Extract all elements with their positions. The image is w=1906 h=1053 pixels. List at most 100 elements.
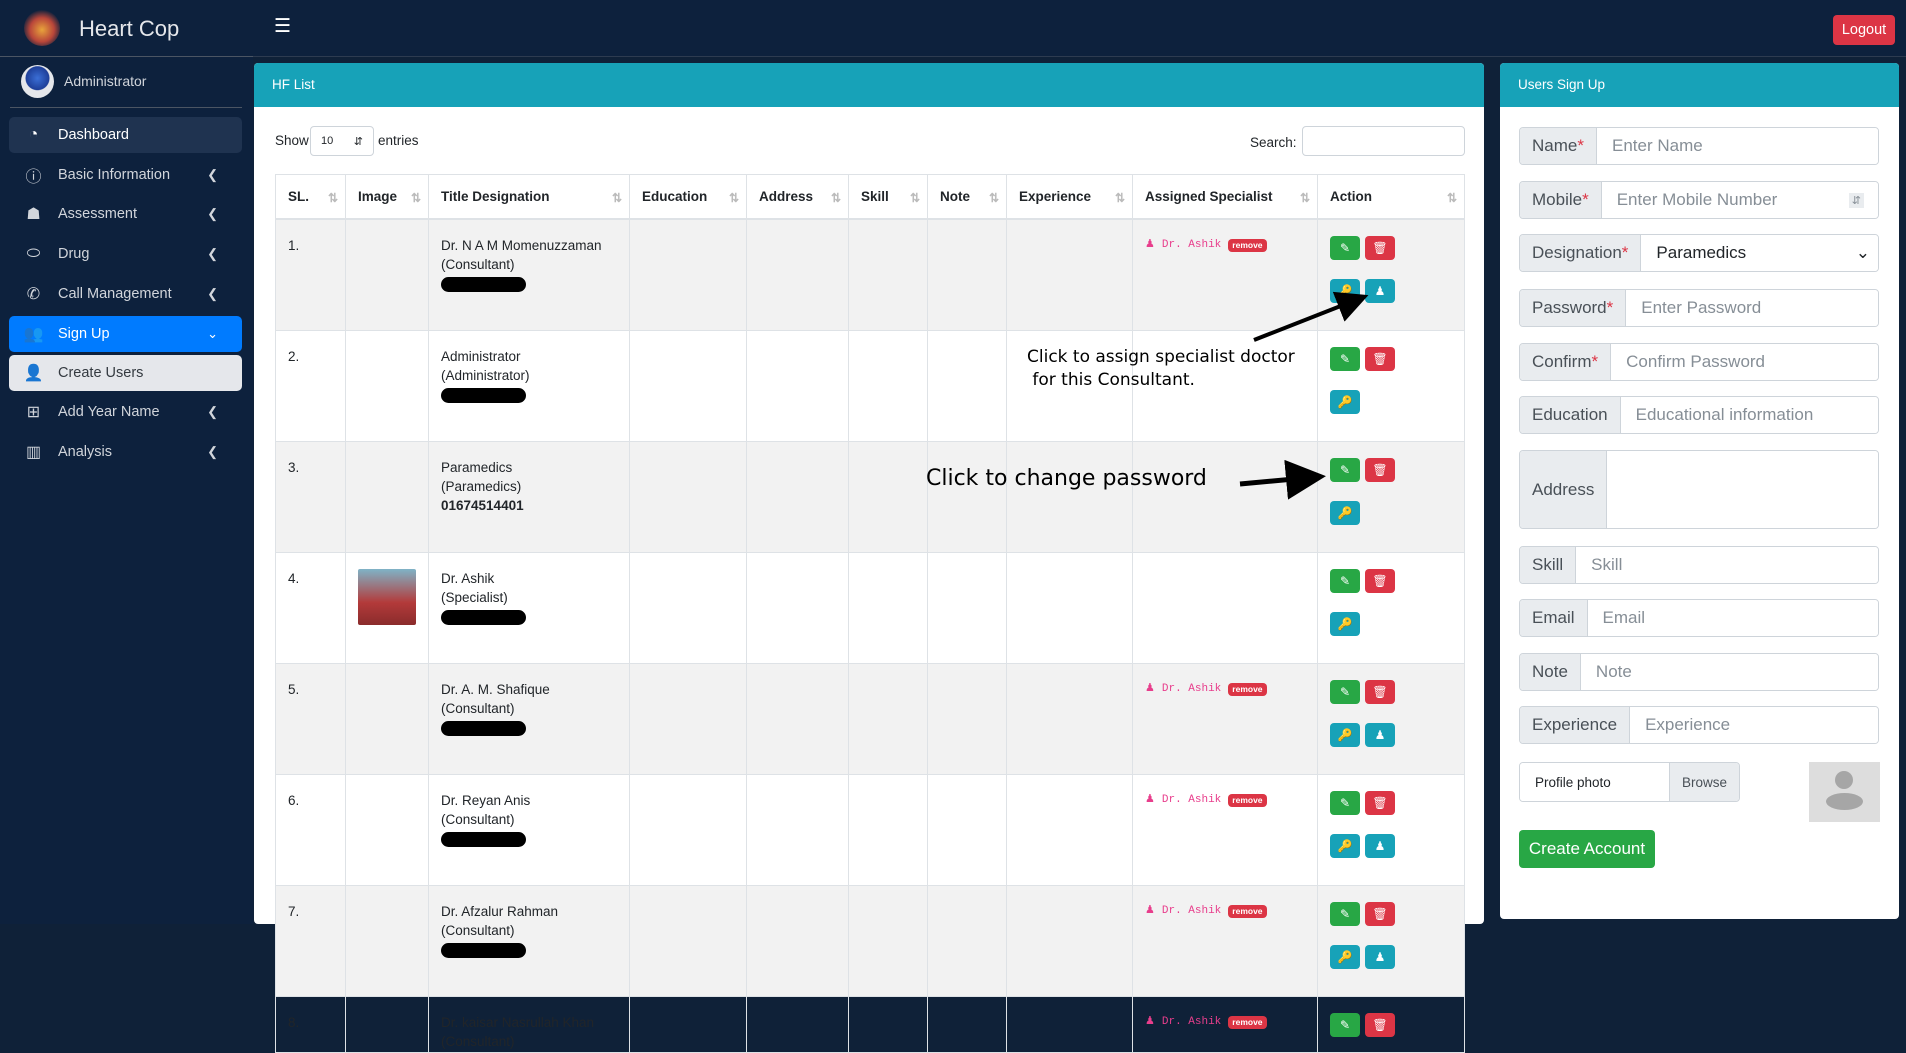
delete-button[interactable]: 🗑 bbox=[1365, 679, 1395, 704]
change-password-button[interactable]: 🔑 bbox=[1330, 833, 1360, 858]
column-header[interactable]: Experience ⇅ bbox=[1006, 174, 1133, 220]
placeholder: Confirm Password bbox=[1626, 352, 1766, 371]
trash-icon: 🗑 bbox=[1372, 462, 1388, 477]
sort-icon: ⇅ bbox=[327, 191, 338, 205]
remove-specialist-button[interactable]: remove bbox=[1228, 904, 1267, 918]
change-password-button[interactable]: 🔑 bbox=[1330, 500, 1360, 525]
education-field[interactable]: Education Educational information bbox=[1519, 396, 1879, 434]
delete-button[interactable]: 🗑 bbox=[1365, 901, 1395, 926]
field-input[interactable]: Enter Name bbox=[1596, 128, 1878, 164]
cell-note bbox=[927, 995, 1007, 1053]
experience-field[interactable]: Experience Experience bbox=[1519, 706, 1879, 744]
profile-photo-input[interactable]: Profile photo Browse bbox=[1519, 762, 1740, 802]
delete-button[interactable]: 🗑 bbox=[1365, 568, 1395, 593]
delete-button[interactable]: 🗑 bbox=[1365, 235, 1395, 260]
column-header[interactable]: Address ⇅ bbox=[746, 174, 849, 220]
column-header[interactable]: Image ⇅ bbox=[345, 174, 429, 220]
assign-specialist-button[interactable]: ♟ bbox=[1365, 278, 1395, 303]
mobile-field[interactable]: Mobile * Enter Mobile Number ⇵ bbox=[1519, 181, 1879, 219]
change-password-button[interactable]: 🔑 bbox=[1330, 944, 1360, 969]
edit-button[interactable]: ✎ bbox=[1330, 901, 1360, 926]
field-input[interactable] bbox=[1607, 451, 1878, 528]
assign-specialist-button[interactable]: ♟ bbox=[1365, 833, 1395, 858]
sidebar-item-basic-information[interactable]: ⓘ Basic Information ❮ bbox=[9, 157, 242, 193]
column-header[interactable]: Action ⇅ bbox=[1317, 174, 1465, 220]
menu-toggle-icon[interactable]: ☰ bbox=[274, 16, 292, 37]
change-password-button[interactable]: 🔑 bbox=[1330, 389, 1360, 414]
label-text: Password bbox=[1532, 298, 1607, 317]
label-text: Email bbox=[1532, 608, 1575, 627]
sidebar-item-drug[interactable]: ⬭ Drug ❮ bbox=[9, 236, 242, 272]
edit-button[interactable]: ✎ bbox=[1330, 679, 1360, 704]
sidebar-item-sign-up[interactable]: 👥 Sign Up ⌄ bbox=[9, 316, 242, 352]
search-input[interactable] bbox=[1302, 126, 1465, 156]
chevron-left-icon: ❮ bbox=[207, 206, 218, 221]
remove-specialist-button[interactable]: remove bbox=[1228, 1015, 1267, 1029]
delete-button[interactable]: 🗑 bbox=[1365, 346, 1395, 371]
profile-image bbox=[358, 568, 416, 625]
cell-action: ✎ 🗑 bbox=[1317, 995, 1465, 1053]
field-input[interactable]: Paramedics ⌄ bbox=[1641, 235, 1878, 271]
edit-button[interactable]: ✎ bbox=[1330, 235, 1360, 260]
entries-length-select[interactable]: 10 ⇵ bbox=[310, 126, 374, 156]
name-field[interactable]: Name * Enter Name bbox=[1519, 127, 1879, 165]
edit-button[interactable]: ✎ bbox=[1330, 457, 1360, 482]
field-input[interactable]: Enter Mobile Number ⇵ bbox=[1601, 182, 1878, 218]
delete-button[interactable]: 🗑 bbox=[1365, 1012, 1395, 1037]
change-password-button[interactable]: 🔑 bbox=[1330, 611, 1360, 636]
column-header[interactable]: Education ⇅ bbox=[629, 174, 747, 220]
specialist-name: Dr. Ashik bbox=[1161, 238, 1222, 251]
remove-specialist-button[interactable]: remove bbox=[1228, 682, 1267, 696]
delete-button[interactable]: 🗑 bbox=[1365, 790, 1395, 815]
sort-icon: ⇅ bbox=[1299, 191, 1310, 205]
password-field[interactable]: Password * Enter Password bbox=[1519, 289, 1879, 327]
placeholder: Email bbox=[1602, 608, 1646, 627]
sidebar-item-assessment[interactable]: ☗ Assessment ❮ bbox=[9, 196, 242, 232]
browse-button[interactable]: Browse bbox=[1668, 763, 1739, 801]
field-input[interactable]: Skill bbox=[1576, 547, 1878, 583]
designation-field[interactable]: Designation * Paramedics ⌄ bbox=[1519, 234, 1879, 272]
column-header[interactable]: Title Designation ⇅ bbox=[428, 174, 630, 220]
field-input[interactable]: Email bbox=[1587, 600, 1878, 636]
edit-icon: ✎ bbox=[1339, 240, 1351, 255]
spinner-icon[interactable]: ⇵ bbox=[1848, 192, 1864, 208]
edit-button[interactable]: ✎ bbox=[1330, 346, 1360, 371]
brand[interactable]: Heart Cop bbox=[0, 0, 253, 57]
skill-field[interactable]: Skill Skill bbox=[1519, 546, 1879, 584]
column-header[interactable]: SL. ⇅ bbox=[275, 174, 346, 220]
assign-specialist-button[interactable]: ♟ bbox=[1365, 722, 1395, 747]
sidebar-item-analysis[interactable]: ▥ Analysis ❮ bbox=[9, 434, 242, 470]
sidebar-item-create-users[interactable]: 👤 Create Users bbox=[9, 355, 242, 391]
field-input[interactable]: Note bbox=[1580, 654, 1878, 690]
cell-address bbox=[746, 995, 849, 1053]
change-password-button[interactable]: 🔑 bbox=[1330, 722, 1360, 747]
sidebar-item-dashboard[interactable]: ◔ Dashboard bbox=[9, 117, 242, 153]
app-title: Heart Cop bbox=[79, 16, 180, 41]
field-input[interactable]: Confirm Password bbox=[1611, 344, 1878, 380]
logout-button[interactable]: Logout bbox=[1833, 15, 1895, 45]
email-field[interactable]: Email Email bbox=[1519, 599, 1879, 637]
user-name: Dr. Afzalur Rahman bbox=[441, 903, 559, 919]
sidebar-item-add-year-name[interactable]: ⊞ Add Year Name ❮ bbox=[9, 394, 242, 430]
edit-button[interactable]: ✎ bbox=[1330, 790, 1360, 815]
remove-specialist-button[interactable]: remove bbox=[1228, 238, 1267, 252]
assign-specialist-button[interactable]: ♟ bbox=[1365, 944, 1395, 969]
delete-button[interactable]: 🗑 bbox=[1365, 457, 1395, 482]
column-header[interactable]: Note ⇅ bbox=[927, 174, 1007, 220]
note-field[interactable]: Note Note bbox=[1519, 653, 1879, 691]
column-header[interactable]: Skill ⇅ bbox=[848, 174, 928, 220]
table-row: 1. Dr. N A M Momenuzzaman (Consultant) ♟ Dr.… bbox=[275, 218, 1465, 331]
address-field[interactable]: Address bbox=[1519, 450, 1879, 529]
confirm-field[interactable]: Confirm * Confirm Password bbox=[1519, 343, 1879, 381]
field-input[interactable]: Enter Password bbox=[1626, 290, 1878, 326]
column-label: Education bbox=[642, 188, 708, 204]
cell-specialist: ♟ Dr. Ashik remove bbox=[1132, 218, 1318, 331]
edit-button[interactable]: ✎ bbox=[1330, 568, 1360, 593]
create-account-button[interactable]: Create Account bbox=[1519, 830, 1655, 868]
remove-specialist-button[interactable]: remove bbox=[1228, 793, 1267, 807]
field-input[interactable]: Educational information bbox=[1620, 397, 1878, 433]
sidebar-item-call-management[interactable]: ✆ Call Management ❮ bbox=[9, 276, 242, 312]
edit-button[interactable]: ✎ bbox=[1330, 1012, 1360, 1037]
cell-sl: 4. bbox=[275, 551, 346, 664]
field-input[interactable]: Experience bbox=[1630, 707, 1878, 743]
